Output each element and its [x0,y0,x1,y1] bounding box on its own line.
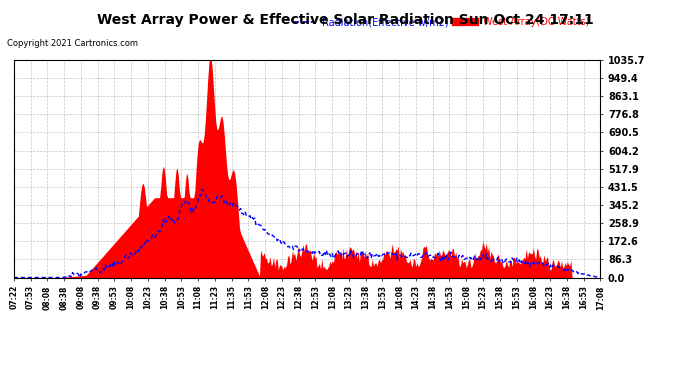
Text: Copyright 2021 Cartronics.com: Copyright 2021 Cartronics.com [7,39,138,48]
Text: West Array Power & Effective Solar Radiation Sun Oct 24 17:11: West Array Power & Effective Solar Radia… [97,13,593,27]
Legend: Radiation(Effective w/m2), West Array(DC Watts): Radiation(Effective w/m2), West Array(DC… [295,17,589,27]
